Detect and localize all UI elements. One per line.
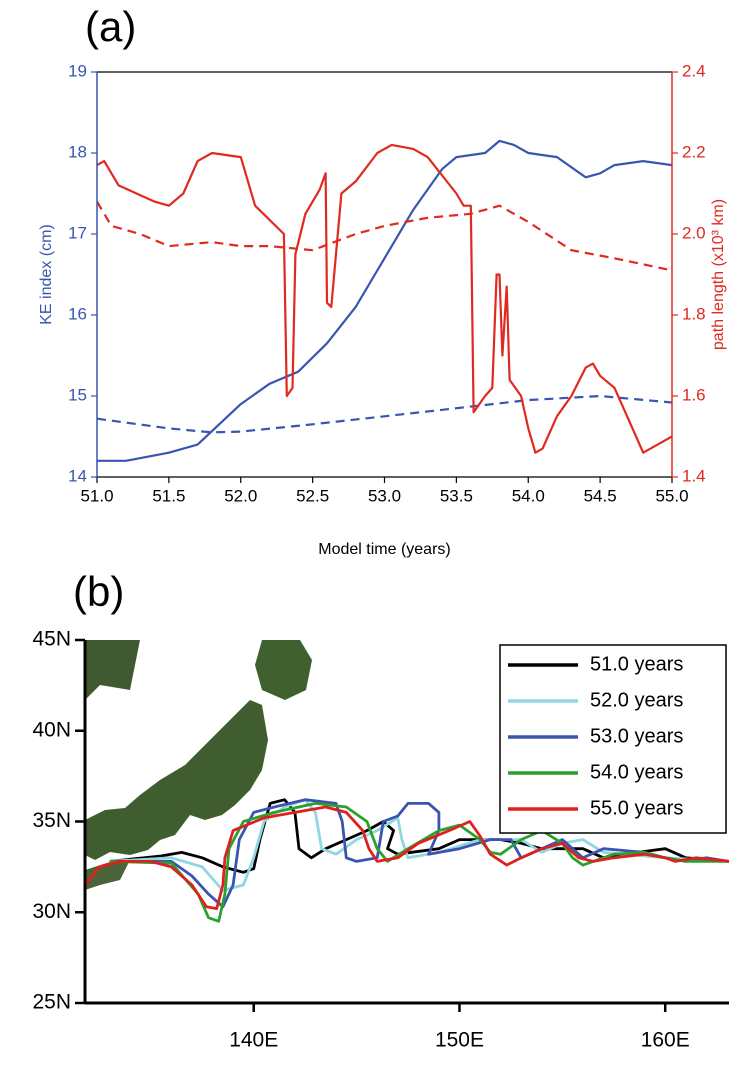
- series-line: [109, 798, 729, 892]
- x-tick-label: 52.0: [224, 486, 257, 505]
- series-line: [97, 394, 672, 434]
- y-tick-label: 15: [68, 385, 87, 404]
- series-line: [97, 143, 672, 454]
- x-tick-label: 140E: [229, 1029, 278, 1052]
- y-tick-label: 40N: [32, 718, 71, 741]
- legend-label: 55.0 years: [590, 797, 683, 819]
- y2-tick-label: 2.0: [682, 223, 706, 242]
- y-tick-label: 16: [68, 304, 87, 323]
- y-tick-label: 17: [68, 223, 87, 242]
- series-line: [109, 798, 729, 909]
- y-tick-label: 35N: [32, 809, 71, 832]
- series-line: [85, 805, 729, 910]
- legend-label: 51.0 years: [590, 653, 683, 675]
- x-tick-label: 53.0: [368, 486, 401, 505]
- x-tick-label: 51.0: [80, 486, 113, 505]
- y2-tick-label: 1.8: [682, 304, 706, 323]
- y-tick-label: 18: [68, 142, 87, 161]
- panel-label: (a): [85, 3, 136, 50]
- series-line: [97, 139, 672, 462]
- series-line: [97, 201, 672, 272]
- x-tick-label: 160E: [641, 1029, 690, 1052]
- plot-area: [97, 139, 672, 462]
- y-tick-label: 19: [68, 61, 87, 80]
- x-tick-label: 55.0: [655, 486, 688, 505]
- x-tick-label: 54.0: [512, 486, 545, 505]
- y2-tick-label: 2.2: [682, 142, 706, 161]
- legend-label: 52.0 years: [590, 689, 683, 711]
- legend-box: [499, 644, 727, 834]
- x-tick-label: 51.5: [152, 486, 185, 505]
- y-tick-label: 30N: [32, 900, 71, 923]
- plot-area: [85, 798, 729, 923]
- y-tick-label: 45N: [32, 628, 71, 651]
- x-tick-label: 54.5: [584, 486, 617, 505]
- y2-tick-label: 2.4: [682, 61, 706, 80]
- y2-axis-label: path length (x10³ km): [710, 199, 727, 350]
- panel-label: (b): [73, 568, 124, 615]
- legend-label: 54.0 years: [590, 761, 683, 783]
- series-line: [109, 798, 729, 874]
- y2-tick-label: 1.4: [682, 466, 706, 485]
- series-line: [109, 802, 729, 923]
- map-background: [85, 640, 312, 890]
- y-tick-label: 14: [68, 466, 87, 485]
- x-tick-label: 150E: [435, 1029, 484, 1052]
- y-axis-label: KE index (cm): [38, 224, 55, 324]
- x-tick-label: 53.5: [440, 486, 473, 505]
- x-axis-label: Model time (years): [318, 541, 450, 558]
- x-tick-label: 52.5: [296, 486, 329, 505]
- y-tick-label: 25N: [32, 991, 71, 1014]
- legend-label: 53.0 years: [590, 725, 683, 747]
- y2-tick-label: 1.6: [682, 385, 706, 404]
